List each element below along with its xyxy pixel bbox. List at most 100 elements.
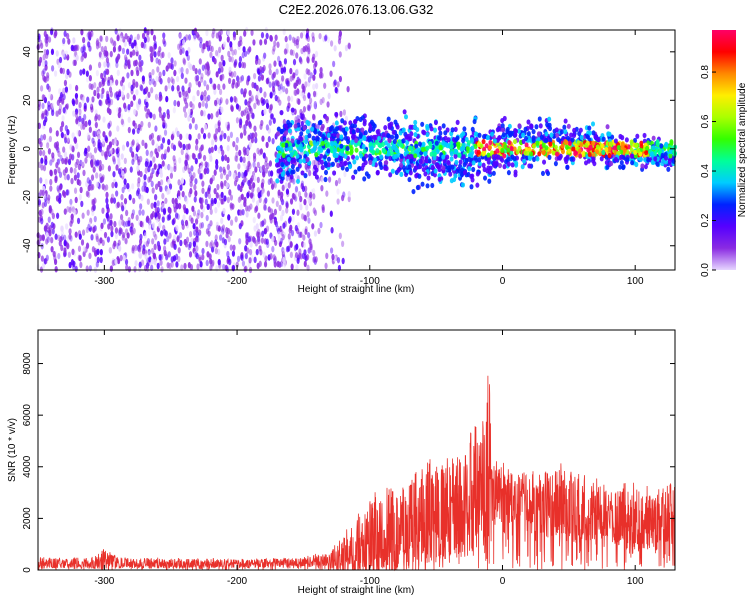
spectrogram-point	[112, 170, 116, 178]
spectrogram-point	[200, 144, 204, 152]
spectrogram-point	[560, 143, 565, 149]
colorbar: 0.00.20.40.60.8 Normalized spectral ampl…	[700, 30, 748, 277]
spectrogram-point	[295, 68, 299, 75]
spectrogram-point	[137, 246, 142, 253]
spectrogram-point	[168, 183, 173, 190]
spectrogram-point	[48, 92, 52, 100]
spectrogram-point	[105, 203, 109, 210]
spectrogram-point	[197, 81, 202, 88]
spectrogram-point	[179, 48, 183, 56]
spectrogram-point	[541, 150, 546, 156]
spectrogram-point	[205, 240, 209, 248]
spectrogram-point	[427, 158, 432, 164]
spectrogram-point	[76, 129, 80, 137]
spectrogram-point	[320, 140, 325, 146]
spectrogram-point	[132, 49, 136, 56]
spectrogram-point	[62, 146, 66, 153]
spectrogram-point	[178, 32, 182, 39]
spectrogram-point	[180, 264, 184, 271]
spectrogram-point	[189, 187, 193, 195]
spectrogram-point	[180, 66, 184, 74]
spectrogram-point	[239, 118, 243, 126]
spectrogram-point	[182, 204, 186, 211]
spectrogram-point	[107, 97, 111, 104]
spectrogram-point	[462, 161, 467, 168]
spectrogram-point	[151, 167, 155, 175]
spectrogram-point	[381, 132, 386, 138]
spectrogram-point	[118, 27, 122, 35]
spectrogram-point	[272, 45, 276, 52]
spectrogram-point	[276, 41, 280, 48]
spectrogram-point	[53, 31, 57, 39]
spectrogram-point	[196, 263, 200, 270]
spectrogram-point	[129, 51, 133, 58]
spectrogram-point	[341, 240, 345, 248]
spectrogram-point	[44, 109, 48, 116]
spectrogram-point	[349, 150, 354, 156]
spectrogram-point	[307, 92, 311, 99]
spectrogram-point	[124, 258, 129, 266]
spectrogram-point	[295, 52, 299, 59]
spectrogram-point	[295, 243, 299, 250]
spectrogram-point	[275, 68, 279, 75]
spectrogram-point	[140, 221, 145, 228]
spectrogram-point	[156, 135, 160, 142]
spectrogram-point	[217, 126, 221, 133]
spectrogram-point	[90, 234, 94, 241]
spectrogram-point	[470, 145, 475, 151]
spectrogram-point	[254, 136, 258, 144]
spectrogram-point	[473, 143, 478, 150]
spectrogram-point	[321, 96, 325, 104]
spectrogram-point	[394, 153, 399, 159]
spectrogram-point	[305, 129, 310, 135]
spectrogram-point	[209, 220, 213, 227]
spectrogram-point	[58, 96, 62, 104]
spectrogram-point	[78, 179, 82, 187]
spectrogram-point	[158, 254, 162, 261]
spectrogram-point	[54, 266, 58, 273]
spectrogram-point	[63, 247, 67, 254]
spectrogram-point	[316, 123, 320, 131]
spectrogram-point	[304, 134, 309, 140]
spectrogram-point	[215, 224, 220, 232]
spectrogram-point	[276, 80, 280, 87]
spectrogram-point	[95, 161, 100, 168]
spectrogram-point	[55, 162, 59, 169]
spectrogram-point	[273, 40, 277, 47]
spectrogram-point	[105, 197, 109, 204]
spectrogram-point	[294, 251, 299, 259]
spectrogram-point	[429, 151, 434, 157]
spectrogram-point	[307, 232, 311, 239]
spectrogram-point	[446, 137, 451, 143]
spectrogram-point	[178, 67, 182, 74]
spectrogram-point	[281, 198, 285, 206]
spectrogram-point	[538, 123, 543, 129]
spectrogram-point	[633, 137, 638, 144]
spectrogram-point	[373, 157, 378, 163]
spectrogram-point	[246, 148, 250, 155]
spectrogram-point	[290, 169, 295, 175]
spectrogram-point	[88, 31, 92, 39]
spectrogram-point	[290, 164, 295, 170]
spectrogram-point	[150, 150, 154, 157]
spectrogram-point	[179, 39, 183, 47]
spectrogram-point	[524, 135, 529, 142]
spectrogram-point	[527, 137, 532, 143]
spectrogram-point	[215, 128, 219, 135]
spectrogram-point	[329, 210, 333, 217]
spectrogram-point	[150, 28, 154, 36]
spectrogram-point	[564, 158, 569, 165]
spectrogram-point	[414, 143, 419, 149]
spectrogram-point	[123, 157, 127, 165]
spectrogram-point	[239, 171, 244, 178]
spectrogram-point	[166, 235, 170, 243]
spectrogram-point	[181, 223, 185, 230]
spectrogram-point	[131, 158, 135, 166]
spectrogram-point	[544, 138, 549, 144]
spectrogram-point	[361, 143, 366, 150]
spectrogram-point	[409, 153, 414, 159]
spectrogram-point	[255, 84, 259, 92]
spectrogram-point	[255, 248, 259, 256]
spectrogram-point	[61, 51, 66, 58]
spectrogram-point	[182, 106, 187, 113]
